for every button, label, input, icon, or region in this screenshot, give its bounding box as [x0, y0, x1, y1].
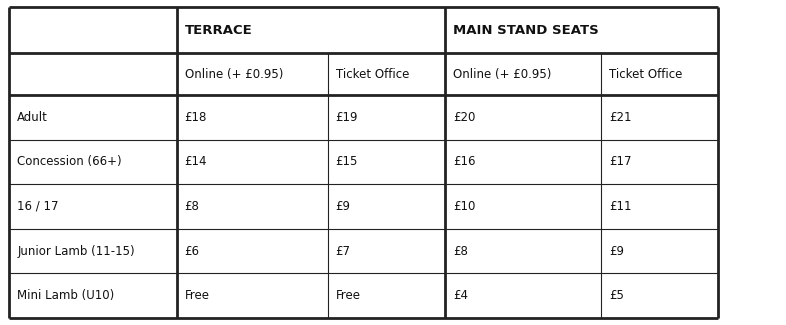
Text: £18: £18	[185, 111, 207, 124]
Text: £17: £17	[608, 155, 631, 168]
Text: £15: £15	[336, 155, 358, 168]
Text: £19: £19	[336, 111, 358, 124]
Text: £21: £21	[608, 111, 631, 124]
Text: £11: £11	[608, 200, 631, 213]
Text: £20: £20	[453, 111, 476, 124]
Text: Junior Lamb (11-15): Junior Lamb (11-15)	[17, 244, 135, 257]
Text: 16 / 17: 16 / 17	[17, 200, 59, 213]
Text: £14: £14	[185, 155, 207, 168]
Text: £6: £6	[185, 244, 200, 257]
Text: Free: Free	[185, 289, 210, 302]
Text: £9: £9	[608, 244, 624, 257]
Text: £7: £7	[336, 244, 351, 257]
Text: TERRACE: TERRACE	[185, 24, 252, 37]
Text: Free: Free	[336, 289, 361, 302]
Text: £16: £16	[453, 155, 476, 168]
Text: £9: £9	[336, 200, 351, 213]
Text: MAIN STAND SEATS: MAIN STAND SEATS	[453, 24, 599, 37]
Text: Ticket Office: Ticket Office	[608, 68, 682, 81]
Text: £5: £5	[608, 289, 623, 302]
Text: £8: £8	[185, 200, 200, 213]
Text: Online (+ £0.95): Online (+ £0.95)	[453, 68, 552, 81]
Text: Ticket Office: Ticket Office	[336, 68, 409, 81]
Text: Adult: Adult	[17, 111, 48, 124]
Text: Mini Lamb (U10): Mini Lamb (U10)	[17, 289, 115, 302]
Text: Concession (66+): Concession (66+)	[17, 155, 122, 168]
Text: £4: £4	[453, 289, 468, 302]
Text: £8: £8	[453, 244, 468, 257]
Text: Online (+ £0.95): Online (+ £0.95)	[185, 68, 283, 81]
Text: £10: £10	[453, 200, 476, 213]
